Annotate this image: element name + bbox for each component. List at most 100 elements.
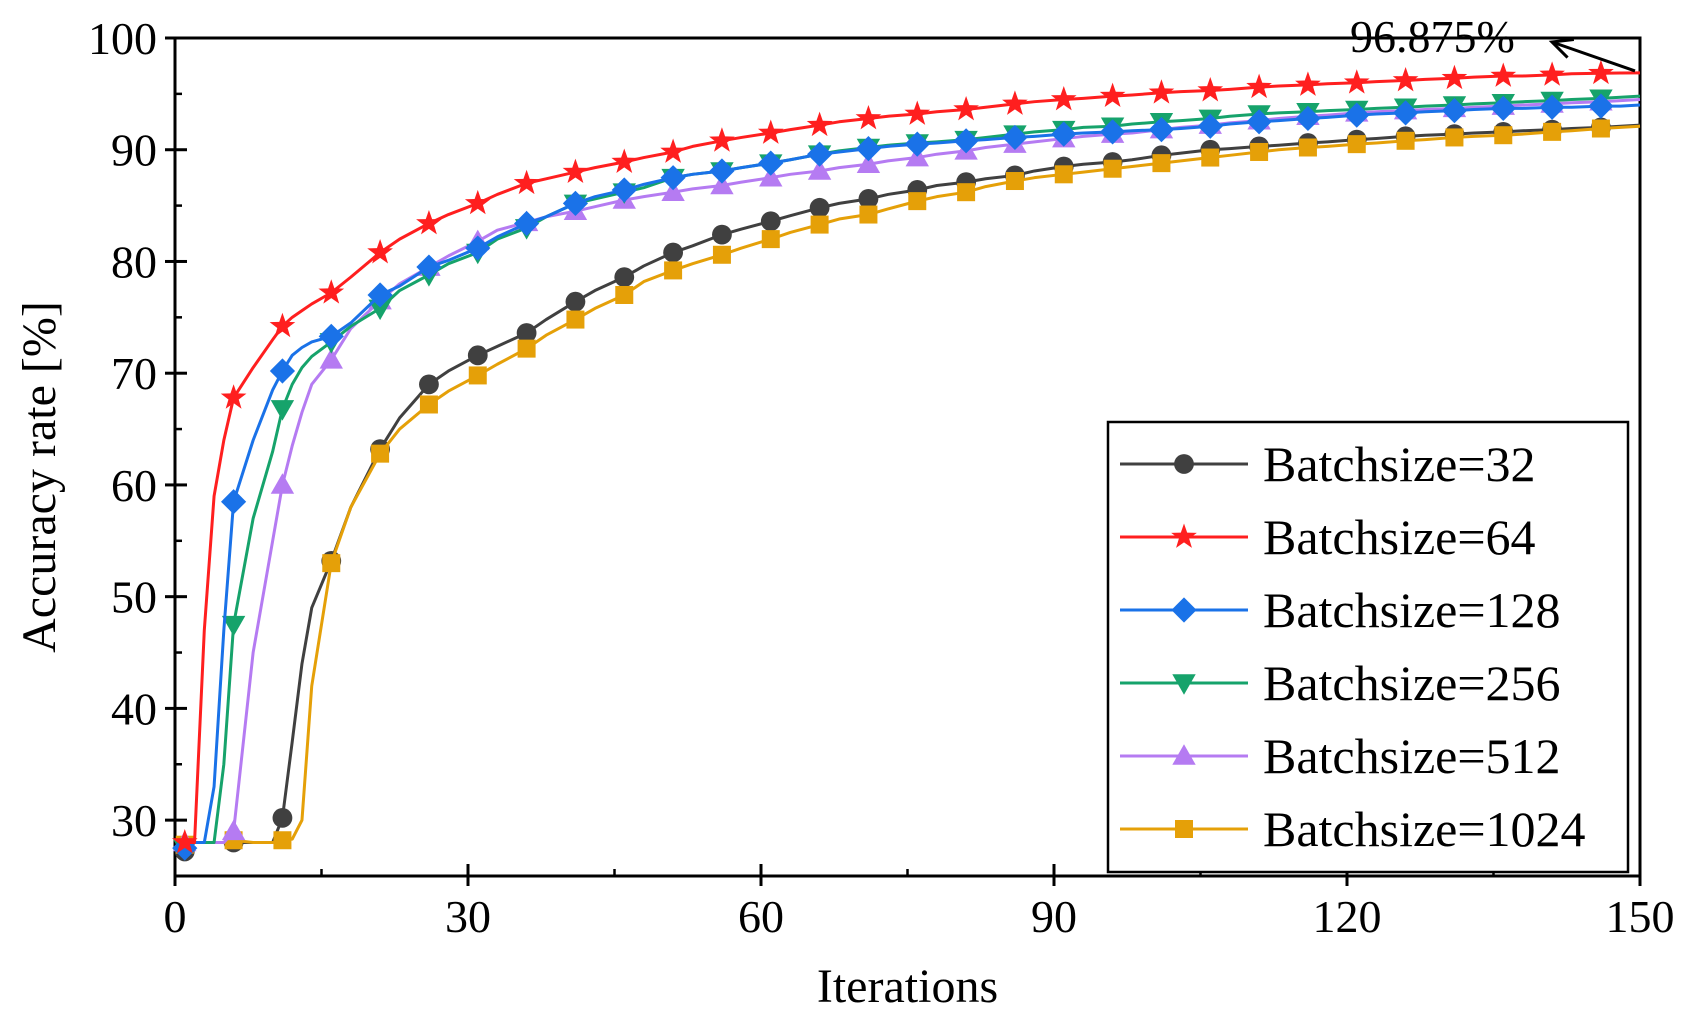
legend-swatch-marker	[1174, 454, 1194, 474]
data-point	[1392, 66, 1419, 92]
data-point	[1050, 85, 1077, 111]
data-point	[1441, 98, 1468, 124]
legend-label: Batchsize=1024	[1263, 801, 1586, 857]
data-point	[1441, 64, 1468, 90]
data-point	[760, 211, 781, 232]
data-point	[419, 374, 439, 395]
data-point	[221, 489, 247, 515]
data-point	[272, 807, 293, 828]
data-point	[322, 554, 341, 573]
data-point	[614, 267, 635, 288]
data-point	[516, 323, 537, 343]
data-point	[953, 128, 979, 154]
data-point	[663, 242, 683, 263]
data-point	[1197, 77, 1224, 102]
data-point	[562, 190, 589, 216]
data-point	[1002, 90, 1028, 115]
legend-item: Batchsize=128	[1120, 582, 1561, 638]
y-tick-label: 30	[111, 795, 157, 846]
legend-swatch-marker	[1171, 597, 1197, 623]
y-axis-title: Accuracy rate [%]	[13, 301, 66, 653]
x-tick-label: 60	[738, 891, 784, 942]
series-batchsize-1024	[175, 119, 1641, 854]
data-point	[1100, 119, 1126, 145]
data-point	[1051, 121, 1077, 147]
data-point	[806, 111, 833, 137]
data-point	[1295, 71, 1321, 96]
data-point	[712, 224, 732, 245]
legend-label: Batchsize=128	[1263, 582, 1561, 638]
data-point	[517, 339, 536, 358]
data-point	[611, 177, 637, 203]
x-axis: 0 30 60 90 120 150	[164, 864, 1675, 942]
data-point	[1393, 100, 1419, 126]
y-tick-label: 40	[111, 683, 157, 734]
data-point	[318, 279, 345, 304]
data-point	[908, 192, 927, 211]
series-batchsize-64	[171, 59, 1641, 854]
data-point	[1148, 117, 1175, 143]
data-point	[1445, 128, 1464, 147]
peak-annotation-arrow	[1551, 40, 1636, 73]
series-group	[171, 59, 1641, 862]
legend-label: Batchsize=64	[1263, 509, 1536, 565]
data-point	[1494, 126, 1513, 145]
legend-label: Batchsize=32	[1263, 436, 1536, 492]
data-point	[221, 615, 246, 637]
series-line	[184, 71, 1641, 844]
data-point	[615, 285, 634, 304]
data-point	[1005, 172, 1024, 191]
peak-annotation-arrowhead	[1548, 37, 1575, 59]
data-point	[856, 152, 881, 174]
series-line	[184, 97, 1641, 844]
legend: Batchsize=32 Batchsize=64 Batchsize=128 Bat…	[1106, 420, 1630, 874]
data-point	[270, 473, 295, 494]
data-point	[467, 345, 488, 366]
legend-swatch-marker	[1172, 744, 1196, 765]
legend-item: Batchsize=1024	[1120, 801, 1586, 857]
data-point	[810, 215, 829, 234]
data-point	[757, 119, 784, 144]
data-point	[859, 205, 878, 224]
data-point	[709, 158, 735, 184]
y-tick-label: 50	[111, 572, 157, 623]
y-tick-label: 90	[111, 125, 157, 176]
legend-swatch-marker	[1175, 820, 1193, 838]
data-point	[468, 366, 487, 385]
data-point	[368, 299, 392, 321]
peak-annotation-label: 96.875%	[1350, 11, 1515, 62]
data-point	[710, 173, 734, 195]
data-point	[1246, 73, 1272, 99]
series-line	[184, 124, 1641, 847]
data-point	[1152, 154, 1171, 173]
y-tick-label: 60	[111, 460, 157, 511]
data-point	[1298, 138, 1317, 157]
legend-box	[1106, 420, 1630, 874]
plot-area	[171, 36, 1642, 878]
data-point	[1591, 119, 1610, 138]
data-point	[416, 254, 442, 280]
data-point	[1588, 93, 1614, 119]
data-point	[319, 348, 343, 369]
data-point	[1054, 165, 1073, 184]
data-point	[660, 165, 686, 191]
data-point	[904, 100, 931, 125]
x-tick-label: 30	[445, 891, 491, 942]
data-point	[661, 180, 685, 201]
data-point	[1002, 124, 1028, 151]
data-point	[660, 138, 686, 163]
data-point	[269, 358, 296, 384]
series-batchsize-128	[172, 93, 1641, 861]
x-tick-label: 90	[1031, 891, 1077, 942]
legend-item: Batchsize=32	[1120, 436, 1536, 492]
legend-items: Batchsize=32 Batchsize=64 Batchsize=128 Bat…	[1120, 436, 1586, 857]
data-point	[221, 819, 246, 841]
data-point	[855, 136, 882, 162]
legend-swatch-marker	[1172, 674, 1196, 695]
y-tick-label: 100	[88, 13, 157, 64]
data-point	[758, 150, 784, 176]
series-line	[184, 103, 1641, 850]
y-tick-label: 80	[111, 236, 157, 287]
data-point	[565, 291, 586, 312]
